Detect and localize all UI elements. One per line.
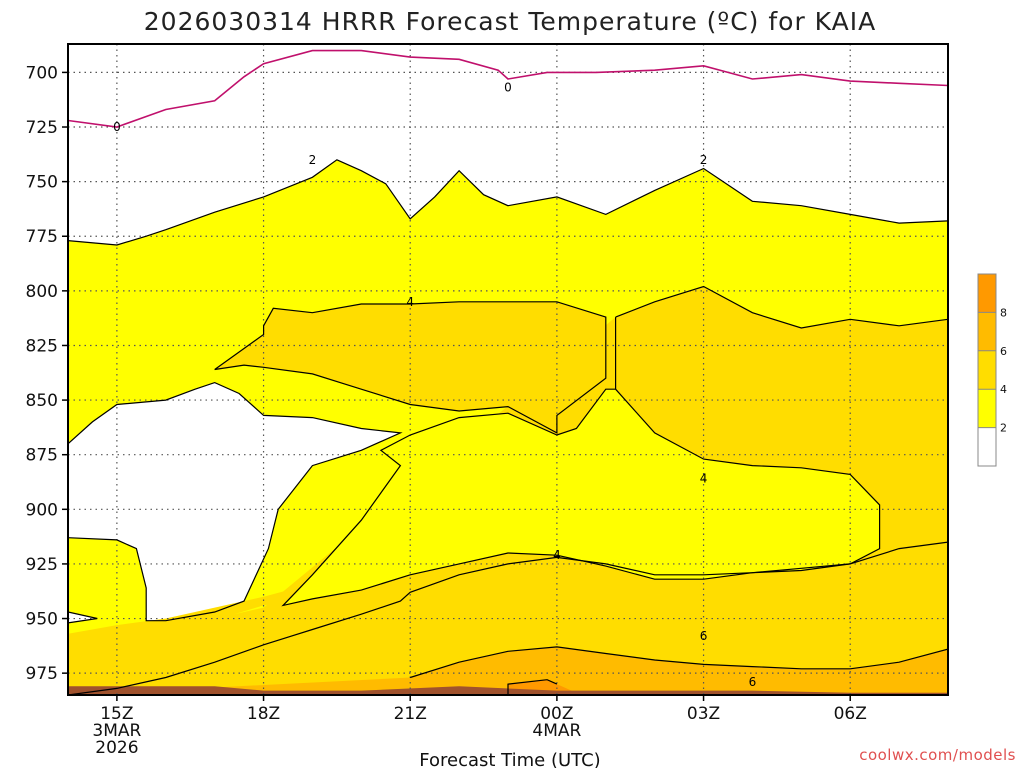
colorbar-frame [977, 273, 997, 467]
colorbar-swatch-3 [978, 312, 996, 351]
contour-4-lower [68, 541, 948, 695]
fill-2-to-4-lobe [283, 389, 880, 606]
x-tick-label-18Z: 18Z [247, 704, 280, 724]
contour-2-pocket [68, 381, 403, 622]
contour-6 [410, 646, 948, 679]
x-tick-label-00Z: 00Z [540, 704, 573, 724]
y-tick-label-750: 750 [26, 173, 58, 193]
colorbar-label-4: 4 [1000, 383, 1007, 396]
plot-area: 0 0 2 2 4 4 4 6 6 [67, 43, 949, 696]
y-axis: 700 725 750 775 800 825 850 875 900 925 950 975 [26, 63, 68, 684]
colorbar-swatch-2 [978, 350, 996, 390]
fill-6-to-8 [68, 646, 948, 695]
y-tick-label-850: 850 [26, 391, 58, 411]
colorbar-label-2: 2 [1000, 422, 1007, 435]
x-tick-year-15Z: 2026 [95, 738, 138, 758]
x-tick-label-06Z: 06Z [834, 704, 867, 724]
contour-label-0: 0 [504, 81, 512, 95]
contour-label-6: 6 [700, 629, 708, 643]
y-tick-label-950: 950 [26, 610, 58, 630]
contour-label-0: 0 [113, 120, 121, 134]
x-tick-label-03Z: 03Z [687, 704, 720, 724]
y-tick-label-975: 975 [26, 664, 58, 684]
x-tick-date-15Z: 3MAR [92, 721, 141, 741]
colorbar-swatch-0 [978, 427, 996, 466]
contour-4-upper-right [615, 285, 948, 329]
fill-pocket-below-2 [68, 382, 401, 621]
contour-label-4: 4 [553, 548, 561, 562]
y-tick-label-900: 900 [26, 500, 58, 520]
contour-label-4: 4 [700, 472, 708, 486]
y-tick-label-825: 825 [26, 336, 58, 356]
contour-fills [68, 44, 948, 695]
y-tick-label-925: 925 [26, 555, 58, 575]
contour-2-pocket-small [68, 611, 98, 624]
grid [68, 44, 948, 695]
contour-2 [68, 159, 948, 246]
contour-8 [507, 679, 558, 695]
credit-text[interactable]: coolwx.com/models [859, 746, 1016, 764]
y-tick-label-725: 725 [26, 118, 58, 138]
y-tick-label-875: 875 [26, 446, 58, 466]
colorbar-label-8: 8 [1000, 306, 1007, 319]
x-tick-label-15Z: 15Z [100, 704, 133, 724]
plot-frame [67, 43, 949, 696]
colorbar-swatch-1 [978, 389, 996, 428]
colorbar-label-6: 6 [1000, 345, 1007, 358]
x-tick-label-21Z: 21Z [394, 704, 427, 724]
contour-4-lobe [281, 388, 881, 607]
y-tick-label-700: 700 [26, 63, 58, 83]
colorbar-swatch-4 [978, 274, 996, 313]
colorbar-legend: 2 4 6 8 [977, 273, 1007, 467]
contour-0 [68, 49, 948, 128]
contour-label-6: 6 [749, 675, 757, 689]
contour-label-2: 2 [700, 153, 708, 167]
x-axis-label: Forecast Time (UTC) [419, 750, 600, 768]
fill-pocket-below-2-small [68, 612, 98, 623]
contour-label-4: 4 [406, 295, 414, 309]
contour-4-upper-left [214, 301, 607, 434]
y-tick-label-800: 800 [26, 282, 58, 302]
x-tick-date-00Z: 4MAR [532, 721, 581, 741]
contour-lines [68, 49, 948, 695]
contour-label-2: 2 [309, 153, 317, 167]
y-tick-label-775: 775 [26, 227, 58, 247]
chart-title: 2026030314 HRRR Forecast Temperature (ºC… [144, 7, 876, 36]
